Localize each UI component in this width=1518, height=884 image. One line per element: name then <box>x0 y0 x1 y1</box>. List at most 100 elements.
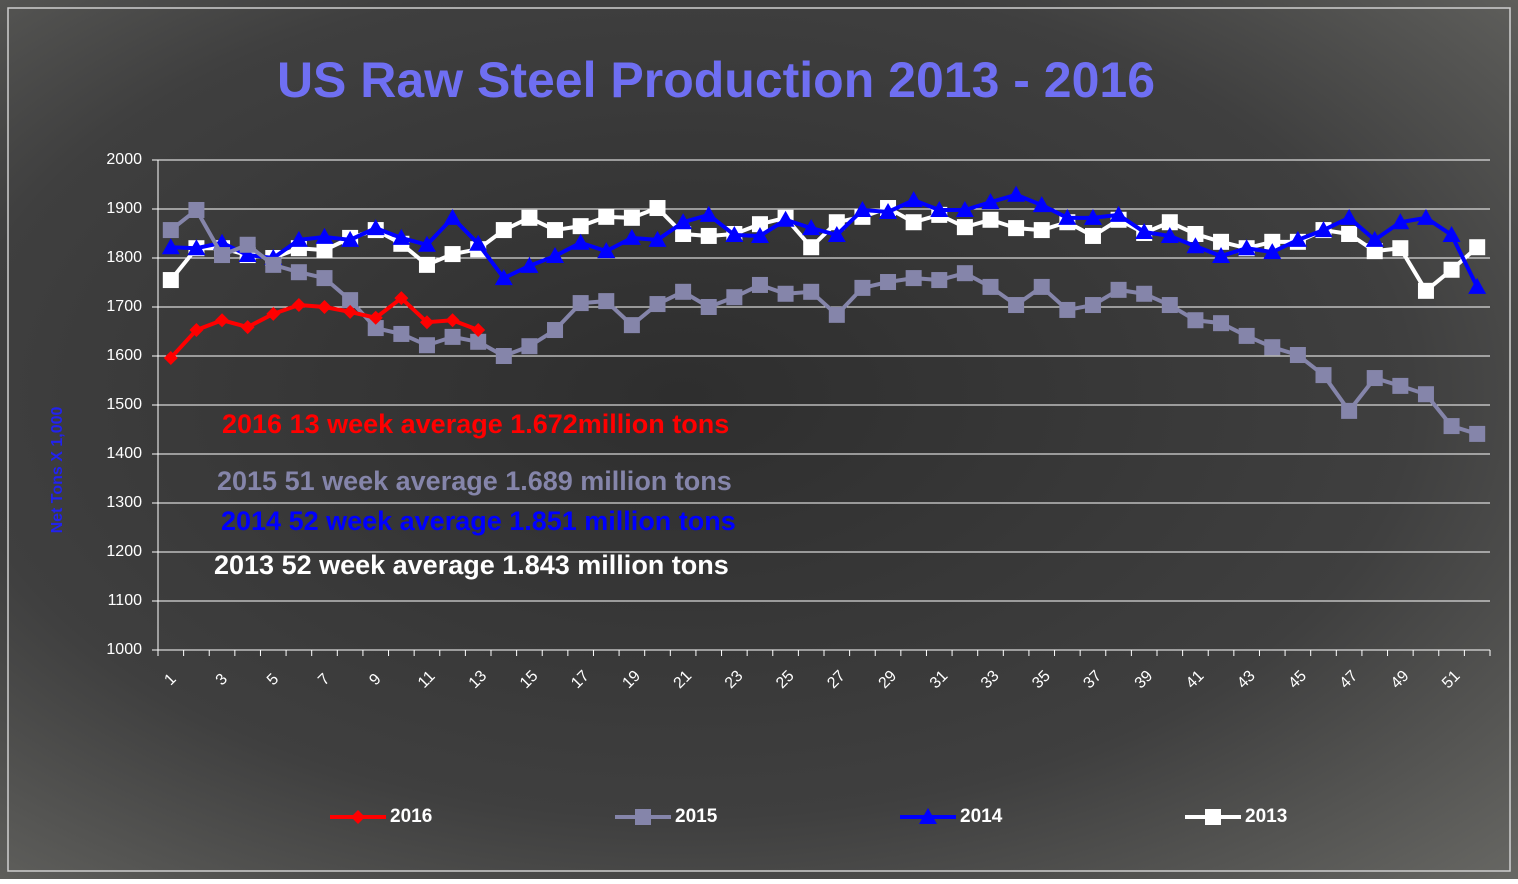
marker <box>572 218 589 235</box>
marker <box>955 200 974 217</box>
marker <box>956 265 973 282</box>
marker <box>598 293 615 310</box>
marker <box>161 238 180 255</box>
marker <box>215 313 230 328</box>
marker <box>366 219 385 236</box>
marker <box>571 233 590 250</box>
marker <box>1058 208 1077 225</box>
marker <box>521 338 538 355</box>
marker <box>1366 243 1383 260</box>
marker <box>1366 370 1383 387</box>
marker <box>597 242 616 259</box>
marker <box>1161 214 1178 231</box>
marker <box>1315 367 1332 384</box>
marker <box>419 315 434 330</box>
marker <box>1289 347 1306 364</box>
marker <box>315 227 334 244</box>
marker <box>189 323 204 338</box>
marker <box>494 269 513 286</box>
marker <box>444 328 461 345</box>
marker <box>1084 227 1101 244</box>
marker <box>1160 226 1179 243</box>
marker <box>289 230 308 247</box>
y-tick-label: 1400 <box>106 445 142 462</box>
marker <box>751 216 768 233</box>
marker <box>1238 327 1255 344</box>
marker <box>162 272 179 289</box>
legend-label: 2014 <box>960 806 1003 827</box>
marker <box>1469 425 1486 442</box>
marker <box>1186 237 1205 254</box>
marker <box>290 264 307 281</box>
y-tick-label: 1800 <box>106 249 142 266</box>
marker <box>1032 196 1051 213</box>
marker <box>214 247 231 264</box>
marker <box>700 299 717 315</box>
marker <box>418 337 435 354</box>
marker <box>572 295 589 312</box>
marker <box>351 810 365 824</box>
marker <box>265 256 282 273</box>
marker <box>1136 285 1153 302</box>
series-line <box>169 207 1478 436</box>
marker <box>1392 377 1409 394</box>
marker <box>623 209 640 226</box>
marker <box>854 279 871 296</box>
marker <box>1033 278 1050 295</box>
legend-label: 2016 <box>390 806 432 827</box>
marker <box>1008 220 1025 237</box>
marker <box>1288 230 1307 247</box>
marker <box>469 234 488 251</box>
marker <box>392 228 411 245</box>
chart-title: US Raw Steel Production 2013 - 2016 <box>277 52 1155 108</box>
marker <box>982 211 999 228</box>
marker <box>802 219 821 236</box>
annotation: 2013 52 week average 1.843 million tons <box>214 550 729 580</box>
marker <box>316 242 333 259</box>
marker <box>1442 225 1461 242</box>
y-tick-label: 1200 <box>106 543 142 560</box>
marker <box>930 200 949 217</box>
y-tick-label: 1700 <box>106 298 142 315</box>
marker <box>367 320 384 337</box>
marker <box>699 205 718 222</box>
y-tick-label: 2000 <box>106 151 142 168</box>
marker <box>751 276 768 293</box>
series-line <box>169 206 1479 293</box>
marker <box>1083 208 1102 225</box>
marker <box>546 247 565 264</box>
y-tick-label: 1100 <box>108 592 143 609</box>
marker <box>982 278 999 295</box>
marker <box>238 246 257 263</box>
marker <box>1212 247 1231 264</box>
marker <box>1109 205 1128 222</box>
marker <box>777 285 794 302</box>
marker <box>904 191 923 208</box>
marker <box>879 202 898 219</box>
marker <box>393 325 410 342</box>
marker <box>905 214 922 231</box>
chart-border <box>7 7 1511 872</box>
marker <box>470 333 487 350</box>
marker <box>445 313 460 328</box>
marker <box>547 222 564 239</box>
marker <box>1392 240 1409 257</box>
marker <box>1391 213 1410 230</box>
marker <box>291 298 306 313</box>
marker <box>471 323 486 338</box>
marker <box>1205 809 1221 825</box>
marker <box>726 289 743 306</box>
marker <box>239 236 256 253</box>
marker <box>1008 297 1025 314</box>
marker <box>1365 230 1384 247</box>
marker <box>803 239 820 256</box>
marker <box>1084 297 1101 314</box>
marker <box>1187 225 1204 242</box>
marker <box>828 306 845 323</box>
marker <box>520 256 539 273</box>
marker <box>163 350 178 365</box>
marker <box>187 239 206 256</box>
marker <box>1007 185 1026 202</box>
